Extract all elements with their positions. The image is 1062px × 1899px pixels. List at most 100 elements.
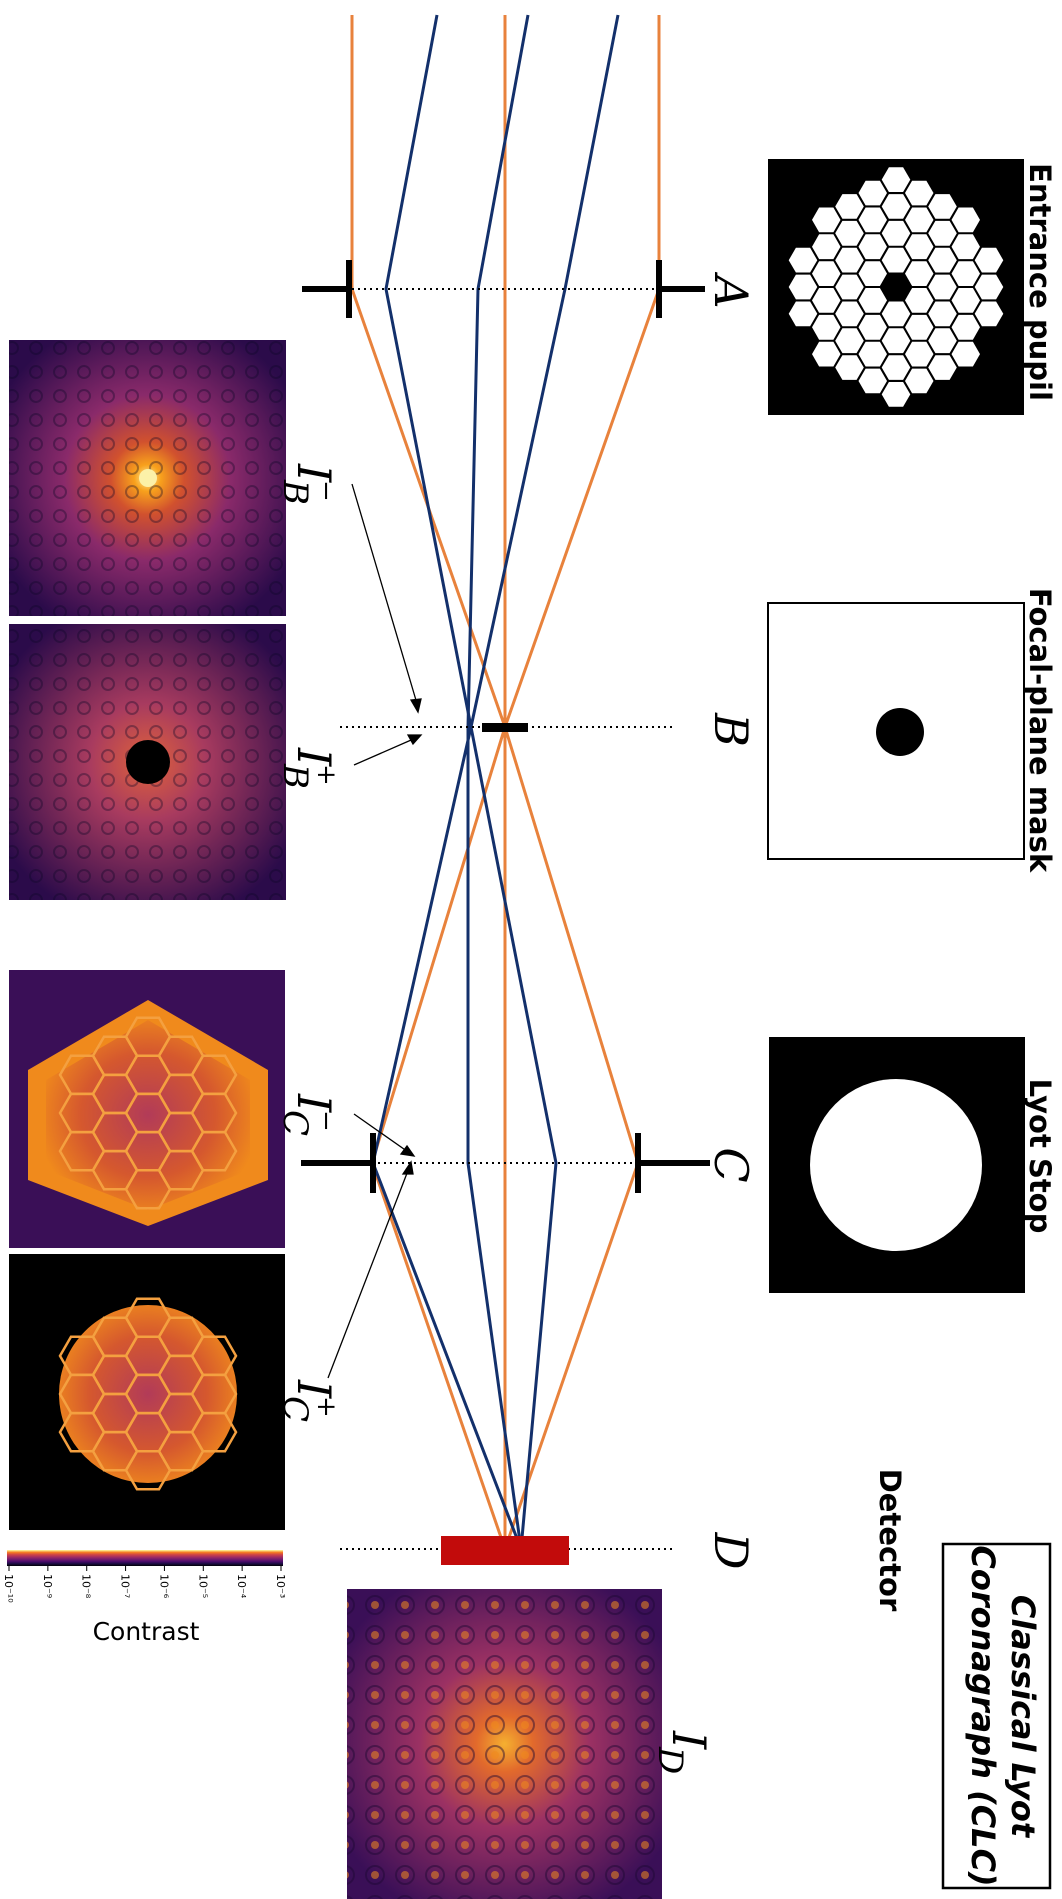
- label-ic-plus: I + C: [275, 1379, 341, 1422]
- optical-elements: [301, 260, 710, 1193]
- intensity-map-ic-minus: [9, 970, 285, 1248]
- svg-text:I: I: [287, 1379, 341, 1399]
- svg-text:+: +: [311, 764, 341, 786]
- intensity-map-ic-plus: [9, 1254, 285, 1530]
- pupil-segment: [928, 220, 957, 246]
- label-ib-plus: I + B: [275, 747, 341, 789]
- pupil-segment: [951, 261, 980, 286]
- pupil-segment: [788, 274, 818, 300]
- svg-text:C: C: [275, 1396, 315, 1422]
- focal-plane-mask-label: Focal-plane mask: [1023, 588, 1057, 873]
- colorbar-gradient: [7, 1550, 283, 1566]
- pupil-segment: [881, 220, 911, 246]
- colorbar-ticks: 10⁻¹⁰ 10⁻⁹ 10⁻⁸ 10⁻⁷ 10⁻⁶ 10⁻⁵ 10⁻⁴ 10⁻³: [2, 1566, 287, 1603]
- focal-plane-mask-image: [767, 602, 1025, 860]
- pupil-segment: [788, 247, 818, 273]
- colorbar-tick-label: 10⁻⁹: [41, 1574, 54, 1598]
- pupil-segment: [881, 167, 911, 192]
- hex-ghost: [190, 1411, 238, 1453]
- pupil-segment: [905, 180, 934, 206]
- segmented-pupil-hexagons: [788, 167, 1004, 407]
- svg-text:D: D: [650, 1746, 690, 1774]
- pupil-segment: [788, 301, 818, 327]
- entrance-pupil-label: Entrance pupil: [1023, 163, 1057, 401]
- pupil-segment: [928, 194, 957, 219]
- svg-text:B: B: [275, 479, 315, 505]
- title-line-1: Classical Lyot: [1004, 1595, 1042, 1839]
- lyot-plane-hex-pattern: [58, 1016, 238, 1210]
- svg-text:I: I: [662, 1730, 716, 1750]
- svg-text:I: I: [287, 1093, 341, 1113]
- label-id: I D: [650, 1730, 716, 1774]
- occulter-spot: [876, 708, 924, 756]
- pupil-segment: [905, 314, 934, 340]
- pupil-segment: [881, 355, 911, 380]
- blue-ray: [371, 14, 523, 1550]
- pupil-segment: [881, 382, 911, 407]
- colorbar-tick-label: 10⁻⁶: [157, 1574, 170, 1599]
- pupil-segment: [905, 261, 934, 286]
- plane-lines: [340, 288, 672, 1550]
- pupil-segment: [905, 368, 934, 394]
- pupil-segment: [858, 288, 887, 313]
- orange-rays: [350, 15, 661, 1550]
- detector-bar: [441, 1536, 569, 1565]
- blue-ray: [466, 14, 530, 1550]
- pupil-segment: [928, 328, 957, 354]
- pupil-segment: [951, 314, 980, 340]
- svg-text:−: −: [311, 480, 341, 502]
- colorbar-label: Contrast: [93, 1617, 200, 1646]
- pupil-segment: [858, 207, 887, 233]
- pupil-segment: [835, 194, 864, 219]
- pupil-segment: [951, 207, 980, 233]
- pupil-segment: [858, 180, 887, 206]
- lyot-plane-hex-pattern-masked: [58, 1297, 238, 1491]
- pupil-segment: [905, 234, 934, 260]
- colorbar-tick-label: 10⁻⁴: [235, 1574, 248, 1599]
- intensity-map-ib-minus: [9, 340, 286, 616]
- pupil-segment: [835, 274, 864, 300]
- pupil-segment: [812, 261, 841, 286]
- pupil-segment: [881, 247, 911, 273]
- pupil-segment: [858, 261, 887, 286]
- pupil-segment: [928, 247, 957, 273]
- pupil-segment: [858, 234, 887, 260]
- plane-letters: A B C D: [704, 271, 758, 1569]
- pupil-segment: [812, 234, 841, 260]
- focal-plane-mask: [482, 723, 528, 732]
- pupil-segment: [812, 341, 841, 367]
- pupil-segment: [812, 207, 841, 233]
- pupil-segment: [928, 301, 957, 327]
- plane-letter-c: C: [704, 1147, 758, 1182]
- entrance-pupil-image: [768, 159, 1024, 415]
- intensity-map-id: [347, 1589, 662, 1899]
- detector-label: Detector: [873, 1469, 907, 1612]
- pupil-segment: [835, 247, 864, 273]
- pupil-segment: [974, 301, 1004, 327]
- orange-ray: [503, 15, 661, 1550]
- colorbar-tick-label: 10⁻⁸: [80, 1574, 93, 1599]
- pupil-segment: [835, 301, 864, 327]
- pupil-segment: [835, 220, 864, 246]
- pupil-segment: [951, 234, 980, 260]
- plane-labels: Entrance pupil Focal-plane mask Lyot Sto…: [873, 163, 1057, 1612]
- pupil-segment: [928, 274, 957, 300]
- pupil-segment: [905, 207, 934, 233]
- svg-text:C: C: [275, 1110, 315, 1136]
- hex-ghost: [190, 1130, 238, 1172]
- colorbar: 10⁻¹⁰ 10⁻⁹ 10⁻⁸ 10⁻⁷ 10⁻⁶ 10⁻⁵ 10⁻⁴ 10⁻³ Contra…: [2, 1550, 287, 1646]
- pupil-segment: [951, 341, 980, 367]
- colorbar-tick-label: 10⁻¹⁰: [2, 1574, 15, 1603]
- annotation-arrows: [327, 483, 423, 1379]
- pupil-segment: [835, 355, 864, 380]
- colorbar-tick-label: 10⁻³: [274, 1574, 287, 1598]
- pupil-segment: [881, 194, 911, 219]
- svg-text:I: I: [287, 463, 341, 483]
- pupil-segment: [858, 314, 887, 340]
- svg-text:+: +: [311, 1396, 341, 1418]
- pupil-segment: [928, 355, 957, 380]
- svg-text:−: −: [311, 1110, 341, 1132]
- pupil-segment: [905, 341, 934, 367]
